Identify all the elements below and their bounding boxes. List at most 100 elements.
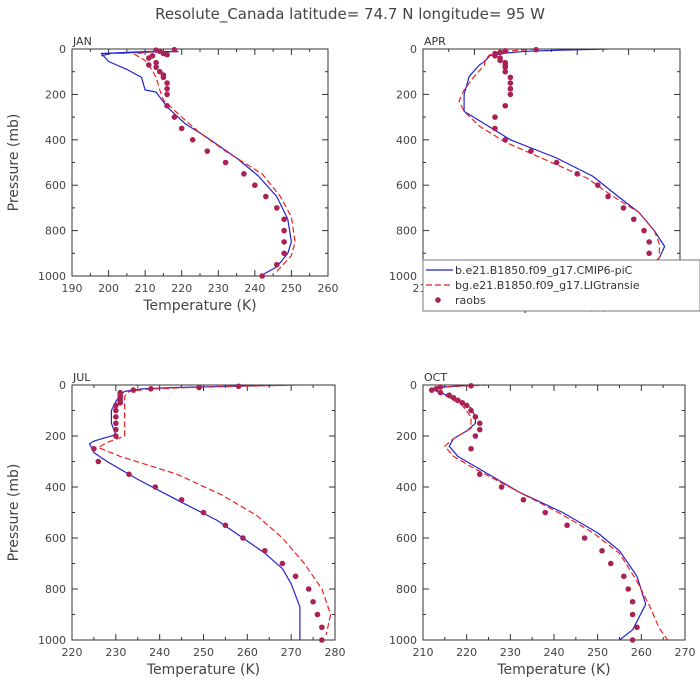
x-axis-label: Temperature (K) bbox=[142, 298, 256, 314]
raobs-point bbox=[113, 407, 119, 414]
model2-profile-line bbox=[458, 49, 660, 271]
x-tick-label: 240 bbox=[544, 646, 565, 659]
raobs-point bbox=[646, 250, 652, 257]
x-tick-label: 270 bbox=[281, 646, 302, 659]
raobs-point bbox=[164, 51, 170, 58]
y-tick-label: 800 bbox=[396, 225, 417, 238]
raobs-point bbox=[646, 239, 652, 245]
y-tick-label: 800 bbox=[45, 225, 66, 238]
raobs-point bbox=[126, 471, 132, 478]
raobs-point bbox=[492, 114, 498, 120]
raobs-point bbox=[468, 407, 474, 414]
raobs-point bbox=[492, 53, 498, 59]
raobs-point bbox=[502, 64, 509, 70]
plot-frame bbox=[422, 384, 686, 641]
raobs-point bbox=[553, 159, 560, 166]
raobs-point bbox=[621, 573, 627, 580]
y-tick-label: 600 bbox=[396, 532, 417, 545]
y-tick-label: 1000 bbox=[38, 634, 66, 647]
raobs-point bbox=[625, 586, 632, 592]
panel-month-label: OCT bbox=[424, 371, 447, 384]
panel-0: 190 200 210 220 230 240 250 260 0 200 400 600 800 100… bbox=[6, 35, 339, 314]
x-tick-label: 230 bbox=[500, 646, 521, 659]
raobs-point bbox=[200, 509, 207, 516]
raobs-point bbox=[314, 611, 321, 618]
raobs-point bbox=[497, 57, 503, 64]
raobs-point bbox=[319, 637, 325, 643]
panel-month-label: JAN bbox=[72, 35, 92, 48]
y-tick-label: 0 bbox=[59, 379, 66, 392]
raobs-point bbox=[310, 598, 316, 605]
raobs-point bbox=[446, 392, 453, 399]
raobs-point bbox=[281, 227, 287, 234]
y-tick-label: 600 bbox=[396, 179, 417, 192]
y-tick-label: 1000 bbox=[389, 270, 417, 283]
raobs-point bbox=[472, 414, 479, 420]
x-tick-label: 230 bbox=[105, 646, 126, 659]
raobs-point bbox=[630, 216, 637, 223]
raobs-point bbox=[153, 59, 159, 66]
raobs-point bbox=[153, 64, 159, 70]
raobs-point bbox=[463, 402, 470, 409]
raobs-point bbox=[189, 137, 196, 143]
model2-profile-line bbox=[133, 51, 296, 272]
x-tick-label: 270 bbox=[675, 646, 696, 659]
x-tick-label: 210 bbox=[135, 282, 156, 295]
panel-3: 210 220 230 240 250 260 270 0 200 400 600 800 1000 OC… bbox=[389, 371, 696, 678]
x-tick-label: 250 bbox=[281, 282, 302, 295]
raobs-point bbox=[252, 182, 258, 188]
x-tick-label: 260 bbox=[318, 282, 339, 295]
legend-entry: raobs bbox=[455, 294, 486, 307]
y-tick-label: 400 bbox=[396, 481, 417, 494]
raobs-point bbox=[281, 250, 287, 257]
raobs-point bbox=[319, 624, 325, 631]
raobs-point bbox=[502, 48, 509, 54]
raobs-point bbox=[620, 205, 627, 211]
raobs-point bbox=[95, 458, 102, 465]
raobs-point bbox=[437, 389, 444, 396]
raobs-point bbox=[607, 560, 614, 567]
raobs-point bbox=[262, 547, 268, 554]
y-tick-label: 200 bbox=[45, 430, 66, 443]
x-tick-label: 220 bbox=[456, 646, 477, 659]
x-axis-label: Temperature (K) bbox=[146, 662, 260, 678]
raobs-point bbox=[196, 384, 202, 391]
x-tick-label: 190 bbox=[62, 282, 83, 295]
raobs-point bbox=[533, 46, 539, 53]
panel-month-label: APR bbox=[424, 35, 446, 48]
raobs-point bbox=[476, 420, 483, 427]
x-tick-label: 240 bbox=[244, 282, 265, 295]
x-tick-label: 260 bbox=[237, 646, 258, 659]
x-tick-label: 240 bbox=[149, 646, 170, 659]
raobs-point bbox=[605, 193, 611, 200]
x-axis-label: Temperature (K) bbox=[496, 662, 610, 678]
y-tick-label: 800 bbox=[396, 583, 417, 596]
raobs-point bbox=[437, 384, 444, 390]
y-tick-label: 200 bbox=[45, 88, 66, 101]
raobs-point bbox=[259, 273, 265, 279]
raobs-point bbox=[113, 402, 119, 409]
raobs-point bbox=[204, 148, 211, 154]
x-tick-label: 220 bbox=[62, 646, 83, 659]
raobs-point bbox=[164, 80, 170, 86]
raobs-point bbox=[520, 496, 527, 503]
raobs-point bbox=[91, 445, 97, 452]
raobs-point bbox=[117, 400, 124, 406]
legend-entry: b.e21.B1850.f09_g17.CMIP6-piC bbox=[455, 264, 633, 277]
y-tick-label: 600 bbox=[45, 179, 66, 192]
raobs-point bbox=[281, 216, 287, 223]
y-axis-label: Pressure (mb) bbox=[6, 464, 22, 562]
raobs-point bbox=[507, 80, 514, 86]
raobs-point bbox=[507, 85, 514, 92]
model2-profile-line bbox=[97, 385, 332, 636]
raobs-point bbox=[130, 387, 137, 393]
raobs-point bbox=[164, 85, 170, 92]
panel-month-label: JUL bbox=[72, 371, 91, 384]
raobs-point bbox=[507, 74, 514, 81]
figure-title: Resolute_Canada latitude= 74.7 N longitu… bbox=[155, 5, 545, 24]
y-tick-label: 400 bbox=[45, 481, 66, 494]
x-tick-label: 280 bbox=[325, 646, 346, 659]
model1-profile-line bbox=[100, 50, 292, 276]
raobs-point bbox=[472, 433, 479, 439]
